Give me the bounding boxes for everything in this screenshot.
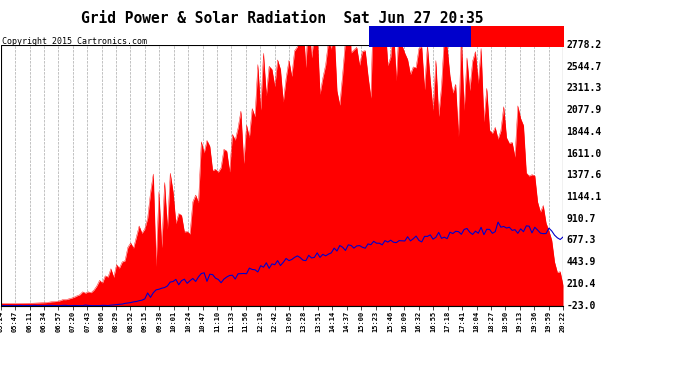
Text: 443.9: 443.9: [566, 257, 596, 267]
Text: Grid Power & Solar Radiation  Sat Jun 27 20:35: Grid Power & Solar Radiation Sat Jun 27 …: [81, 11, 483, 26]
Text: 210.4: 210.4: [566, 279, 596, 289]
Bar: [1, 45, 563, 306]
Text: Grid (AC Watts): Grid (AC Watts): [482, 32, 554, 41]
Text: Radiation (w/m2): Radiation (w/m2): [381, 32, 460, 41]
Text: 677.3: 677.3: [566, 236, 596, 246]
Text: 2544.7: 2544.7: [566, 62, 602, 72]
Text: 910.7: 910.7: [566, 214, 596, 224]
Text: 2311.3: 2311.3: [566, 84, 602, 93]
Text: 1377.6: 1377.6: [566, 170, 602, 180]
Text: 2778.2: 2778.2: [566, 40, 602, 50]
Text: Copyright 2015 Cartronics.com: Copyright 2015 Cartronics.com: [2, 38, 147, 46]
Text: -23.0: -23.0: [566, 301, 596, 310]
Text: 1844.4: 1844.4: [566, 127, 602, 137]
Text: 2077.9: 2077.9: [566, 105, 602, 115]
Text: 1144.1: 1144.1: [566, 192, 602, 202]
Text: 1611.0: 1611.0: [566, 148, 602, 159]
